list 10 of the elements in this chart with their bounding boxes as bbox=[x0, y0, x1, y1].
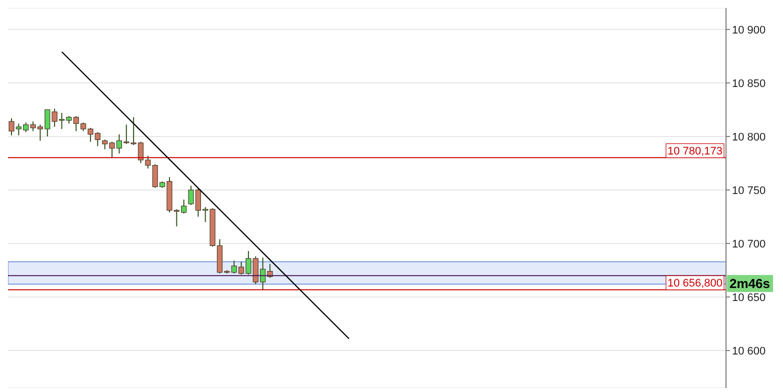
y-tick-label: 10 900 bbox=[732, 24, 766, 36]
text: 2m46s bbox=[726, 275, 773, 292]
ref-line-label: 10 656,800 bbox=[667, 278, 723, 290]
y-tick-label: 10 850 bbox=[732, 78, 766, 90]
y-tick-label: 10 600 bbox=[732, 345, 766, 358]
y-tick-label: 10 650 bbox=[732, 292, 766, 304]
ref-line-label: 10 780,173 bbox=[667, 146, 723, 158]
y-tick-label: 10 750 bbox=[732, 184, 766, 197]
y-tick-label: 10 700 bbox=[732, 238, 766, 250]
y-tick-label: 10 800 bbox=[732, 131, 766, 144]
